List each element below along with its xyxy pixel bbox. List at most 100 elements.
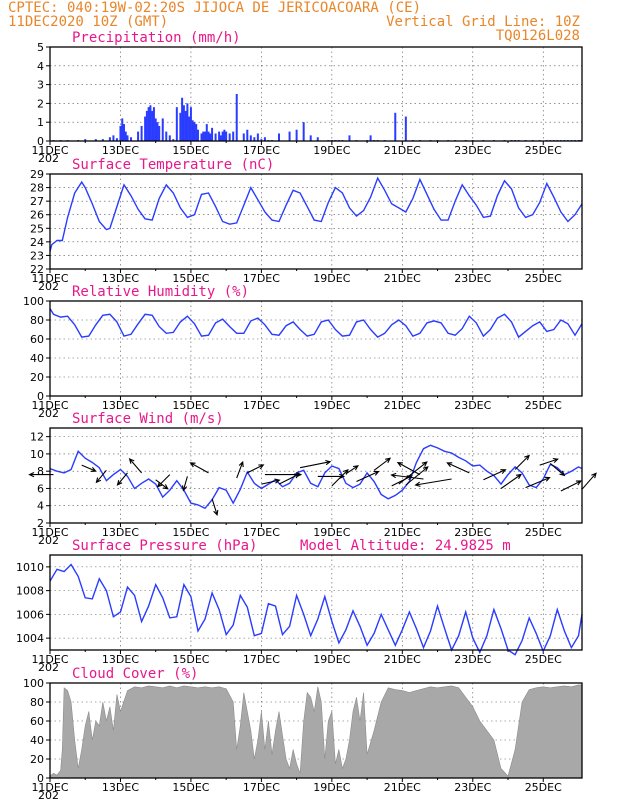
temperature-line (49, 176, 583, 252)
wind-vector-arrow (261, 478, 281, 485)
wind-vector-arrow (181, 476, 188, 492)
wind-vector-arrow (236, 460, 244, 479)
wind-ytick-label: 2 (37, 517, 44, 530)
precip-bar (196, 129, 199, 141)
precip-xtick-label: 21DEC (384, 144, 421, 157)
wind-vector-arrow (514, 454, 531, 470)
pressure-xtick-label: 15DEC (172, 653, 209, 666)
precip-frame (49, 46, 583, 142)
precip-bar (214, 133, 217, 141)
precip-bar (84, 139, 87, 141)
precip-year-fragment: 202 (38, 152, 59, 165)
precip-bar (156, 122, 159, 141)
wind-vector-arrow (128, 457, 143, 474)
precip-bar (309, 135, 312, 141)
humidity-ytick-label: 40 (30, 352, 44, 365)
temperature-xtick-label: 25DEC (525, 272, 562, 285)
precip-xtick-label: 25DEC (525, 144, 562, 157)
wind-vector-arrow (299, 459, 332, 469)
cloud-title: Cloud Cover (%) (72, 666, 198, 682)
precip-bar (263, 137, 266, 141)
cloud-xtick-label: 19DEC (313, 781, 350, 794)
precip-xtick-label: 13DEC (102, 144, 139, 157)
cloud-xtick-label: 23DEC (454, 781, 491, 794)
temperature-ytick-label: 26 (30, 209, 44, 222)
precip-bar (154, 118, 157, 141)
temperature-ytick-label: 28 (30, 182, 44, 195)
pressure-frame (49, 554, 583, 651)
humidity-xtick-label: 11DEC (31, 399, 68, 412)
precip-ytick-label: 5 (37, 41, 44, 54)
humidity-year-fragment: 202 (38, 407, 59, 420)
precip-bar (193, 122, 196, 141)
precip-ytick-label: 4 (37, 60, 44, 73)
header-grid-note: Vertical Grid Line: 10Z (386, 14, 580, 30)
precip-bar (253, 137, 256, 141)
pressure-panel: 11DEC 13DEC 15DEC 17DEC 19DEC 21DEC 23DEC 25DEC… (16, 538, 583, 674)
precip-ytick-label: 2 (37, 97, 44, 110)
precip-bar (404, 116, 407, 141)
precip-bar (161, 118, 164, 141)
humidity-ytick-label: 80 (30, 314, 44, 327)
humidity-xtick-label: 25DEC (525, 399, 562, 412)
precip-bar (175, 107, 178, 141)
precip-bar (119, 125, 122, 141)
precip-bar (165, 131, 168, 141)
precip-bar (200, 133, 203, 141)
humidity-xtick-label: 13DEC (102, 399, 139, 412)
cloud-year-fragment: 202 (38, 789, 59, 800)
precip-title: Precipitation (mm/h) (72, 30, 241, 46)
precip-bar (225, 131, 228, 141)
wind-title: Surface Wind (m/s) (72, 411, 224, 427)
pressure-xtick-label: 19DEC (313, 653, 350, 666)
precip-bar (369, 135, 372, 141)
pressure-ytick-label: 1010 (16, 561, 44, 574)
precip-bar (179, 112, 182, 141)
temperature-xtick-label: 11DEC (31, 272, 68, 285)
wind-vector-arrow (356, 470, 380, 483)
humidity-frame (49, 300, 583, 397)
wind-xtick-label: 21DEC (384, 526, 421, 539)
precip-panel: 11DEC 13DEC 15DEC 17DEC 19DEC 21DEC 23DEC 25DEC… (31, 30, 583, 165)
wind-vector-arrow (500, 473, 523, 489)
wind-ytick-label: 4 (37, 500, 44, 513)
precip-bar (124, 131, 127, 141)
precip-ytick-label: 3 (37, 79, 44, 92)
wind-xtick-label: 13DEC (102, 526, 139, 539)
pressure-ytick-label: 1006 (16, 608, 44, 621)
pressure-xtick-label: 21DEC (384, 653, 421, 666)
pressure-xtick-label: 11DEC (31, 653, 68, 666)
precip-bar (191, 120, 194, 141)
precip-bar (242, 133, 245, 141)
precip-bar (211, 127, 214, 141)
wind-vector-arrow (373, 457, 392, 471)
wind-frame (49, 427, 583, 524)
precip-bar (140, 125, 143, 141)
precip-bar (101, 139, 104, 141)
humidity-xtick-label: 23DEC (454, 399, 491, 412)
precip-bar (288, 131, 291, 141)
precip-bar (394, 112, 397, 141)
precip-bar (147, 107, 150, 141)
pressure-xtick-label: 23DEC (454, 653, 491, 666)
precip-bar (158, 125, 161, 141)
wind-xtick-label: 17DEC (243, 526, 280, 539)
cloud-xtick-label: 17DEC (243, 781, 280, 794)
wind-year-fragment: 202 (38, 534, 59, 547)
wind-vector-arrow (483, 469, 507, 481)
pressure-ytick-label: 1008 (16, 585, 44, 598)
wind-vector-arrow (414, 478, 452, 487)
temperature-xtick-label: 17DEC (243, 272, 280, 285)
wind-vector-arrow (525, 476, 551, 489)
wind-vector-arrow (317, 473, 346, 479)
cloud-ytick-label: 80 (30, 696, 44, 709)
wind-vector-arrow (155, 479, 169, 490)
wind-vector-arrow (446, 462, 470, 474)
wind-vector-arrow (211, 498, 219, 516)
temperature-xtick-label: 15DEC (172, 272, 209, 285)
precip-ytick-label: 0 (37, 135, 44, 148)
wind-vector-arrow (81, 464, 97, 472)
temperature-ytick-label: 27 (30, 195, 44, 208)
temperature-ytick-label: 29 (30, 168, 44, 181)
